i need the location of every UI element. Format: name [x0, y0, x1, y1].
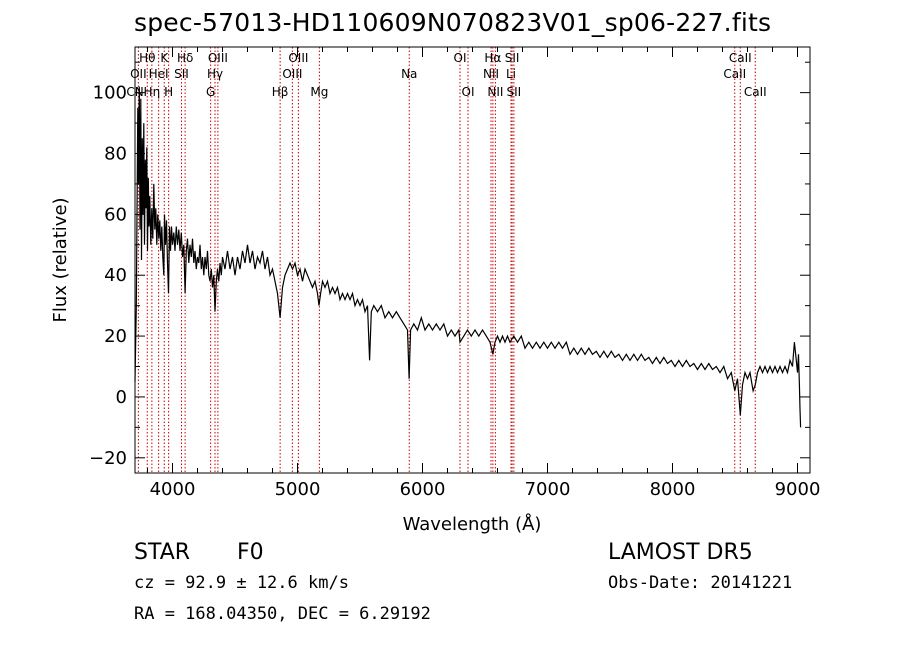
x-tick-label: 6000: [400, 479, 446, 500]
obs-date-text: Obs-Date: 20141221: [608, 573, 793, 593]
x-tick-label: 7000: [525, 479, 571, 500]
spectral-line-label: Hη: [144, 85, 161, 99]
y-axis-ticks: −20 0 20 40 60 80 100: [89, 61, 810, 469]
x-tick-label: 9000: [775, 479, 821, 500]
object-subclass: F0: [237, 540, 264, 565]
spectral-line-label: OI: [462, 85, 475, 99]
x-tick-label: 4000: [150, 479, 196, 500]
x-axis-ticks: 4000 5000 6000 7000 8000 9000: [147, 47, 821, 500]
spectral-line-label: Li: [506, 67, 516, 81]
spectral-line-label: Mg: [310, 85, 328, 99]
spectral-line-label: K: [160, 51, 169, 65]
spectral-line-label: Na: [401, 67, 417, 81]
y-tick-label: 80: [104, 144, 127, 165]
spectral-line-label: OIII: [282, 67, 302, 81]
spectral-line-label: G: [206, 85, 215, 99]
spectral-line-markers: [134, 47, 756, 473]
spectral-line-label: Hδ: [177, 51, 193, 65]
spectral-line-label: OII: [130, 67, 147, 81]
coordinates-text: RA = 168.04350, DEC = 6.29192: [134, 604, 431, 624]
chart-title: spec-57013-HD110609N070823V01_sp06-227.f…: [134, 8, 772, 37]
spectral-line-label: HeI: [149, 67, 169, 81]
spectral-line-label: Hβ: [272, 85, 289, 99]
spectral-line-label: SII: [174, 67, 189, 81]
y-tick-label: 0: [116, 387, 127, 408]
x-tick-label: 8000: [650, 479, 696, 500]
redshift-text: cz = 92.9 ± 12.6 km/s: [134, 573, 349, 593]
y-tick-label: 20: [104, 326, 127, 347]
spectral-line-label: OIII: [288, 51, 308, 65]
y-axis-label: Flux (relative): [50, 197, 71, 322]
spectral-line-label: H: [164, 85, 173, 99]
spectral-line-label: CaII: [729, 51, 752, 65]
x-tick-label: 5000: [275, 479, 321, 500]
spectral-line-label: SII: [507, 85, 522, 99]
spectrum-series-line: [134, 86, 802, 428]
y-tick-label: 60: [104, 204, 127, 225]
y-tick-label: 100: [93, 83, 127, 104]
plot-frame: [134, 46, 811, 474]
survey-name: LAMOST DR5: [608, 540, 753, 565]
spectral-line-label: CaII: [723, 67, 746, 81]
spectral-line-label: Hθ: [139, 51, 155, 65]
y-tick-label: −20: [89, 448, 127, 469]
y-tick-label: 40: [104, 265, 127, 286]
object-class: STAR: [134, 540, 191, 565]
spectral-line-label: SII: [505, 51, 520, 65]
spectral-line-label: NII: [487, 85, 503, 99]
spectral-line-label: NII: [483, 67, 499, 81]
spectral-line-label: OI: [454, 51, 467, 65]
spectral-line-label: CaII: [744, 85, 767, 99]
spectral-line-label: OIII: [208, 51, 228, 65]
x-axis-label: Wavelength (Å): [403, 513, 542, 535]
spectral-line-label: Hα: [484, 51, 501, 65]
spectral-line-label: Hγ: [207, 67, 223, 81]
